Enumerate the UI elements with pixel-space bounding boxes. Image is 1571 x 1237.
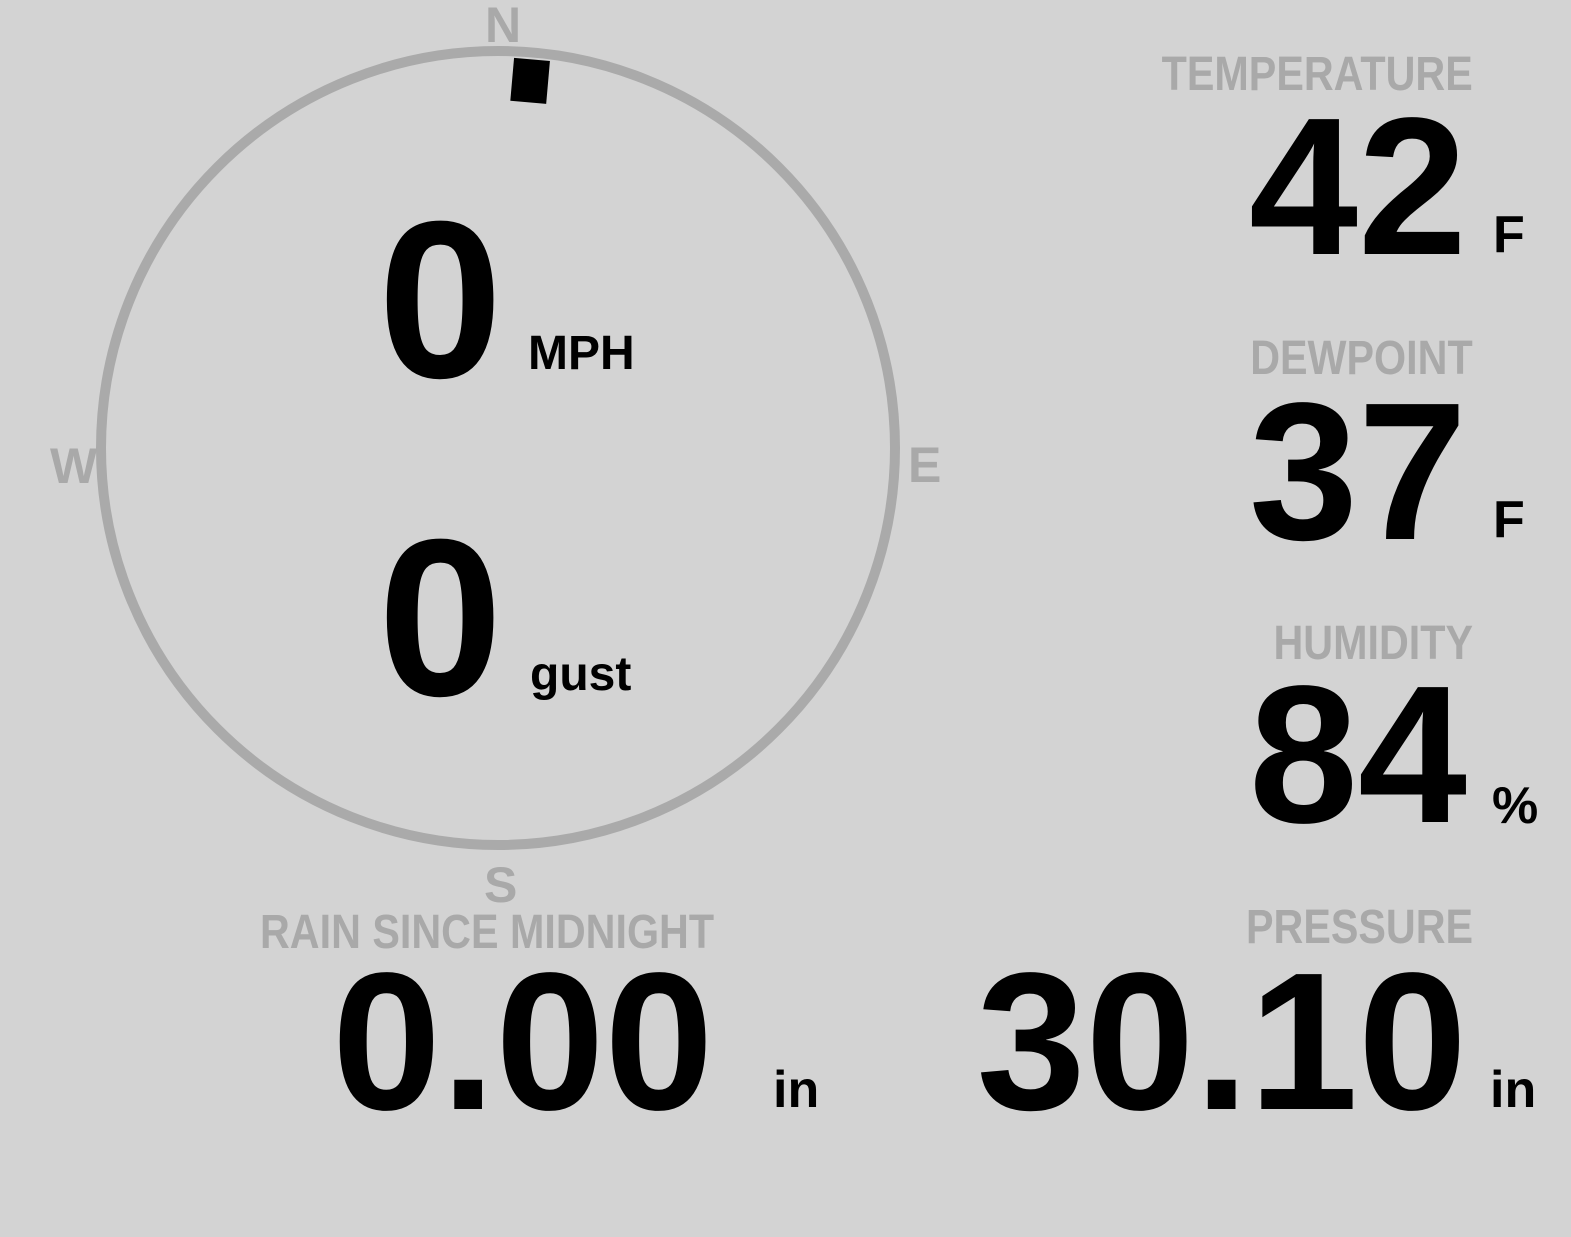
humidity-value: 84 [1248, 645, 1467, 864]
wind-direction-needle [510, 57, 550, 104]
rain-unit: in [773, 1061, 820, 1119]
pressure-unit: in [1490, 1061, 1537, 1119]
compass-ring [96, 46, 900, 850]
wind-speed-value: 0 [378, 175, 503, 425]
dewpoint-unit: F [1493, 491, 1525, 549]
temperature-unit: F [1493, 206, 1525, 264]
compass-north-label: N [485, 0, 522, 53]
humidity-label: HUMIDITY [1273, 617, 1473, 670]
wind-gust-value: 0 [378, 493, 503, 743]
pressure-label: PRESSURE [1245, 901, 1473, 954]
temperature-label: TEMPERATURE [1161, 48, 1473, 101]
temperature-value: 42 [1248, 77, 1467, 296]
pressure-value: 30.10 [976, 932, 1467, 1151]
dewpoint-value: 37 [1248, 362, 1467, 581]
compass-east-label: E [908, 437, 942, 493]
rain-label: RAIN SINCE MIDNIGHT [260, 906, 715, 959]
dewpoint-label: DEWPOINT [1250, 332, 1473, 385]
humidity-unit: % [1492, 777, 1539, 835]
rain-value: 0.00 [332, 932, 714, 1151]
compass-south-label: S [484, 857, 518, 913]
compass-west-label: W [50, 438, 98, 494]
wind-speed-unit: MPH [528, 327, 635, 380]
wind-gust-unit: gust [530, 648, 632, 701]
